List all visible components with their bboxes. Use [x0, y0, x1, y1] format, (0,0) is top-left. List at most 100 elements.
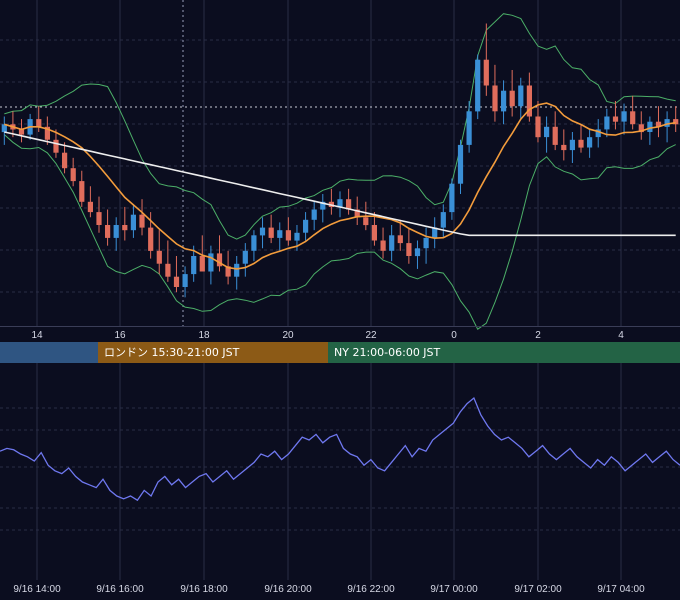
- candle-body: [621, 111, 627, 122]
- candle-body: [397, 235, 403, 244]
- candle-body: [380, 240, 386, 251]
- candle-body: [139, 214, 145, 228]
- candle-body: [182, 274, 188, 287]
- candle-body: [544, 126, 550, 138]
- candle-body: [647, 121, 653, 132]
- candle-body: [371, 225, 377, 241]
- candle-body: [277, 230, 283, 238]
- candle-body: [148, 227, 154, 251]
- oscillator-line: [0, 396, 680, 502]
- moving-averages: [4, 102, 676, 270]
- candle-body: [466, 111, 472, 145]
- candle-body: [173, 276, 180, 287]
- candle-body: [406, 243, 412, 256]
- candle-body: [346, 199, 352, 210]
- candle-body: [389, 235, 395, 251]
- candle-body: [320, 201, 326, 210]
- candle-body: [268, 227, 274, 238]
- candle-body: [509, 90, 515, 107]
- candle-body: [294, 232, 300, 241]
- candle-body: [664, 119, 670, 127]
- time-label: 9/16 22:00: [347, 584, 395, 595]
- candle-body: [242, 250, 248, 264]
- candle-body: [578, 139, 584, 148]
- candle-body: [604, 116, 610, 130]
- session-bar: ロンドン 15:30-21:00 JST NY 21:00-06:00 JST: [0, 342, 680, 363]
- candlesticks: [1, 23, 679, 298]
- hour-tick-label: 0: [451, 330, 457, 341]
- candle-body: [156, 250, 162, 264]
- candle-body: [208, 253, 214, 272]
- time-label: 9/17 04:00: [597, 584, 645, 595]
- price-grid: [0, 0, 680, 326]
- candle-body: [612, 116, 619, 122]
- candle-body: [311, 209, 317, 220]
- candle-body: [113, 225, 119, 238]
- candle-body: [483, 59, 489, 86]
- candle-body: [216, 253, 223, 267]
- price-chart: 14 16 18 20 22 0 2 4: [0, 0, 680, 341]
- candle-body: [526, 85, 532, 117]
- candle-body: [62, 152, 68, 169]
- candle-body: [354, 209, 360, 218]
- candle-body: [53, 139, 59, 153]
- candle-body: [561, 144, 567, 151]
- oscillator-series-line: [0, 396, 680, 502]
- candle-body: [535, 116, 541, 138]
- candle-body: [475, 59, 481, 112]
- candle-body: [423, 237, 429, 249]
- candle-body: [36, 119, 42, 127]
- candle-body: [552, 126, 558, 145]
- candle-body: [122, 225, 128, 231]
- upper-band: [4, 13, 676, 240]
- candle-body: [225, 266, 231, 277]
- candle-body: [587, 137, 593, 148]
- ma-short-line: [4, 102, 676, 270]
- candle-body: [518, 85, 524, 107]
- time-label: 9/16 16:00: [96, 584, 144, 595]
- candle-body: [285, 230, 291, 241]
- time-label: 9/16 18:00: [180, 584, 228, 595]
- lower-band: [3, 134, 676, 330]
- candle-body: [501, 90, 507, 112]
- candle-body: [259, 227, 266, 236]
- time-axis: 9/16 14:00 9/16 16:00 9/16 18:00 9/16 20…: [0, 580, 680, 600]
- hour-tick-label: 20: [282, 330, 294, 341]
- candle-body: [44, 126, 50, 140]
- hour-tick-label: 2: [535, 330, 541, 341]
- candle-body: [673, 119, 679, 125]
- candle-body: [234, 263, 240, 277]
- oscillator-chart: [0, 363, 680, 580]
- candle-body: [130, 214, 136, 231]
- candle-body: [165, 263, 171, 277]
- bollinger-bands: [3, 13, 676, 330]
- hour-tick-label: 4: [618, 330, 624, 341]
- candle-body: [449, 183, 455, 213]
- candle-body: [630, 111, 636, 125]
- candle-body: [87, 201, 93, 213]
- candle-body: [337, 199, 343, 207]
- candle-body: [595, 129, 601, 138]
- candle-body: [414, 248, 421, 257]
- session-tokyo: [0, 342, 98, 363]
- candle-body: [191, 256, 197, 275]
- session-new-york: NY 21:00-06:00 JST: [328, 342, 680, 363]
- candle-body: [432, 227, 438, 238]
- candle-body: [18, 129, 25, 135]
- candle-body: [638, 124, 644, 133]
- candle-body: [1, 124, 7, 133]
- candle-body: [105, 225, 111, 238]
- oscillator-grid: [0, 363, 680, 580]
- time-label: 9/16 14:00: [13, 584, 61, 595]
- ma-long-line: [4, 131, 676, 237]
- hour-tick-label: 18: [198, 330, 210, 341]
- hour-tick-label: 14: [31, 330, 43, 341]
- candle-body: [96, 212, 102, 225]
- candle-body: [492, 85, 498, 112]
- candle-body: [251, 235, 257, 251]
- time-label: 9/16 20:00: [264, 584, 312, 595]
- hour-tick-labels: 14 16 18 20 22 0 2 4: [31, 330, 624, 341]
- candle-body: [303, 219, 309, 233]
- candle-body: [363, 217, 369, 226]
- candle-body: [569, 139, 575, 151]
